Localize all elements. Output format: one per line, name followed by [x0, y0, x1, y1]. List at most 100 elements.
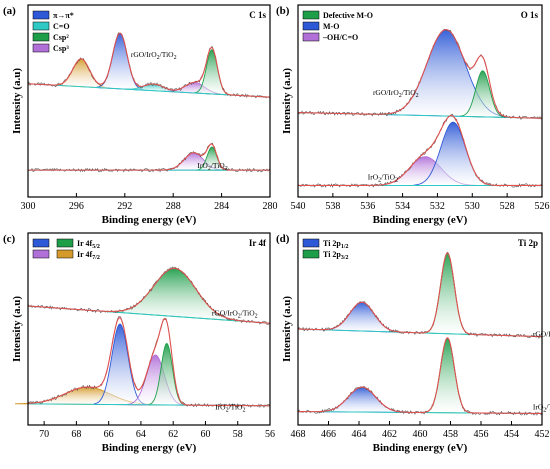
x-tick-label: 66	[104, 429, 114, 440]
x-tick-label: 536	[360, 201, 375, 212]
legend-swatch	[302, 238, 320, 248]
x-tick-label: 68	[71, 429, 81, 440]
series-bottom: IrO2/TiO2	[27, 142, 271, 173]
legend-label: Ir 4f7/2	[77, 250, 100, 261]
legend-label: π→π*	[53, 11, 74, 20]
y-axis-label: Intensity (a.u)	[11, 68, 23, 134]
series-top: rGO/IrO2/TiO2	[27, 32, 271, 99]
x-tick-label: 452	[535, 429, 550, 440]
x-tick-label: 534	[395, 201, 410, 212]
fit-peak	[459, 70, 506, 118]
x-tick-label: 458	[443, 429, 458, 440]
x-tick-label: 60	[200, 429, 210, 440]
x-tick-label: 460	[413, 429, 428, 440]
x-tick-label: 538	[325, 201, 340, 212]
sample-label: IrO2/TiO2	[533, 403, 550, 414]
series-bottom: IrO2/TiO2	[297, 337, 550, 416]
plot-frame	[27, 4, 271, 198]
x-tick-label: 296	[69, 201, 84, 212]
fit-envelope-line	[297, 252, 543, 338]
x-tick-label: 62	[168, 429, 178, 440]
x-tick-label: 456	[474, 429, 489, 440]
raw-data-line	[297, 251, 543, 340]
series-top: rGO/IrO2/TiO2	[297, 251, 550, 340]
sample-label: rGO/IrO2/TiO2	[131, 50, 177, 61]
legend-swatch	[302, 10, 320, 20]
panel-letter: (a)	[3, 5, 16, 17]
legend-swatch	[302, 249, 320, 259]
spectrum-region-label: O 1s	[521, 10, 539, 20]
x-tick-label: 526	[535, 201, 550, 212]
x-tick-label: 540	[291, 201, 306, 212]
y-axis-label: Intensity (a.u)	[281, 296, 293, 362]
x-tick-label: 280	[263, 201, 278, 212]
x-axis-label: Binding energy (eV)	[102, 442, 197, 454]
sample-label: IrO2/TiO2	[368, 173, 398, 184]
legend-label: C=O	[53, 22, 70, 31]
panel-3: (c) Ir 4f rGO/IrO2/TiO2 IrO2/TiO2 70 68 66 64 62…	[3, 232, 275, 454]
x-tick-label: 64	[136, 429, 146, 440]
x-tick-label: 532	[430, 201, 445, 212]
legend-swatch	[32, 249, 50, 259]
raw-data-line	[297, 337, 543, 416]
panel-4: (d) Ti 2p rGO/IrO2/TiO2 IrO2/TiO2 468 466 464 4…	[276, 232, 550, 454]
sample-label: IrO2/TiO2	[215, 403, 245, 414]
spectrum-region-label: Ti 2p	[518, 238, 538, 248]
y-axis-label: Intensity (a.u)	[281, 68, 293, 134]
legend-label: Ti 2p1/2	[323, 239, 349, 250]
spectrum-region-label: Ir 4f	[249, 238, 267, 248]
fit-envelope-line	[28, 143, 270, 171]
series-top: rGO/IrO2/TiO2	[297, 28, 543, 120]
legend-label: Defective M-O	[323, 11, 373, 20]
plot-frame	[27, 232, 271, 426]
plot-frame	[297, 4, 543, 198]
x-axis-label: Binding energy (eV)	[373, 214, 468, 226]
x-tick-label: 292	[117, 201, 132, 212]
legend-label: Csp³	[53, 44, 69, 53]
legend-label: Ir 4f5/2	[77, 239, 100, 250]
sample-label: IrO2/TiO2	[197, 161, 227, 172]
fit-envelope-line	[27, 32, 271, 98]
x-tick-label: 468	[291, 429, 306, 440]
x-tick-label: 58	[233, 429, 243, 440]
x-tick-label: 466	[321, 429, 336, 440]
series-top: rGO/IrO2/TiO2	[27, 266, 271, 325]
legend-label: –OH/C=O	[322, 33, 358, 42]
fit-envelope-line	[298, 115, 542, 187]
x-axis-label: Binding energy (eV)	[373, 442, 468, 454]
panel-2: (b) O 1s rGO/IrO2/TiO2 IrO2/TiO2 540 538 536 53…	[276, 4, 550, 226]
x-tick-label: 288	[166, 201, 181, 212]
x-tick-label: 300	[21, 201, 36, 212]
legend-label: Ti 2p3/2	[323, 250, 349, 261]
panel-letter: (b)	[276, 5, 290, 17]
x-tick-label: 70	[39, 429, 49, 440]
fit-peak	[148, 343, 186, 406]
spectrum-region-label: C 1s	[249, 10, 266, 20]
legend-swatch	[302, 32, 320, 42]
fit-peak	[425, 252, 470, 335]
legend-swatch	[302, 21, 320, 31]
sample-label: rGO/IrO2/TiO2	[373, 88, 419, 99]
sample-label: rGO/IrO2/TiO2	[212, 309, 258, 320]
x-tick-label: 56	[265, 429, 275, 440]
fit-envelope-line	[297, 29, 543, 119]
x-tick-label: 530	[465, 201, 480, 212]
y-axis-label: Intensity (a.u)	[11, 296, 23, 362]
legend-swatch	[32, 10, 50, 20]
legend-swatch	[32, 32, 50, 42]
fit-envelope-line	[297, 337, 543, 415]
fit-peak	[425, 337, 470, 414]
series-bottom: IrO2/TiO2	[297, 113, 543, 189]
legend-swatch	[56, 238, 74, 248]
raw-data-line	[27, 142, 271, 173]
panel-letter: (d)	[276, 233, 290, 245]
x-tick-label: 464	[352, 429, 367, 440]
fit-envelope-line	[27, 267, 271, 324]
x-tick-label: 528	[500, 201, 515, 212]
x-tick-label: 462	[382, 429, 397, 440]
legend-swatch	[32, 21, 50, 31]
fit-envelope-line	[27, 317, 271, 407]
panel-letter: (c)	[3, 233, 16, 245]
x-tick-label: 284	[214, 201, 229, 212]
